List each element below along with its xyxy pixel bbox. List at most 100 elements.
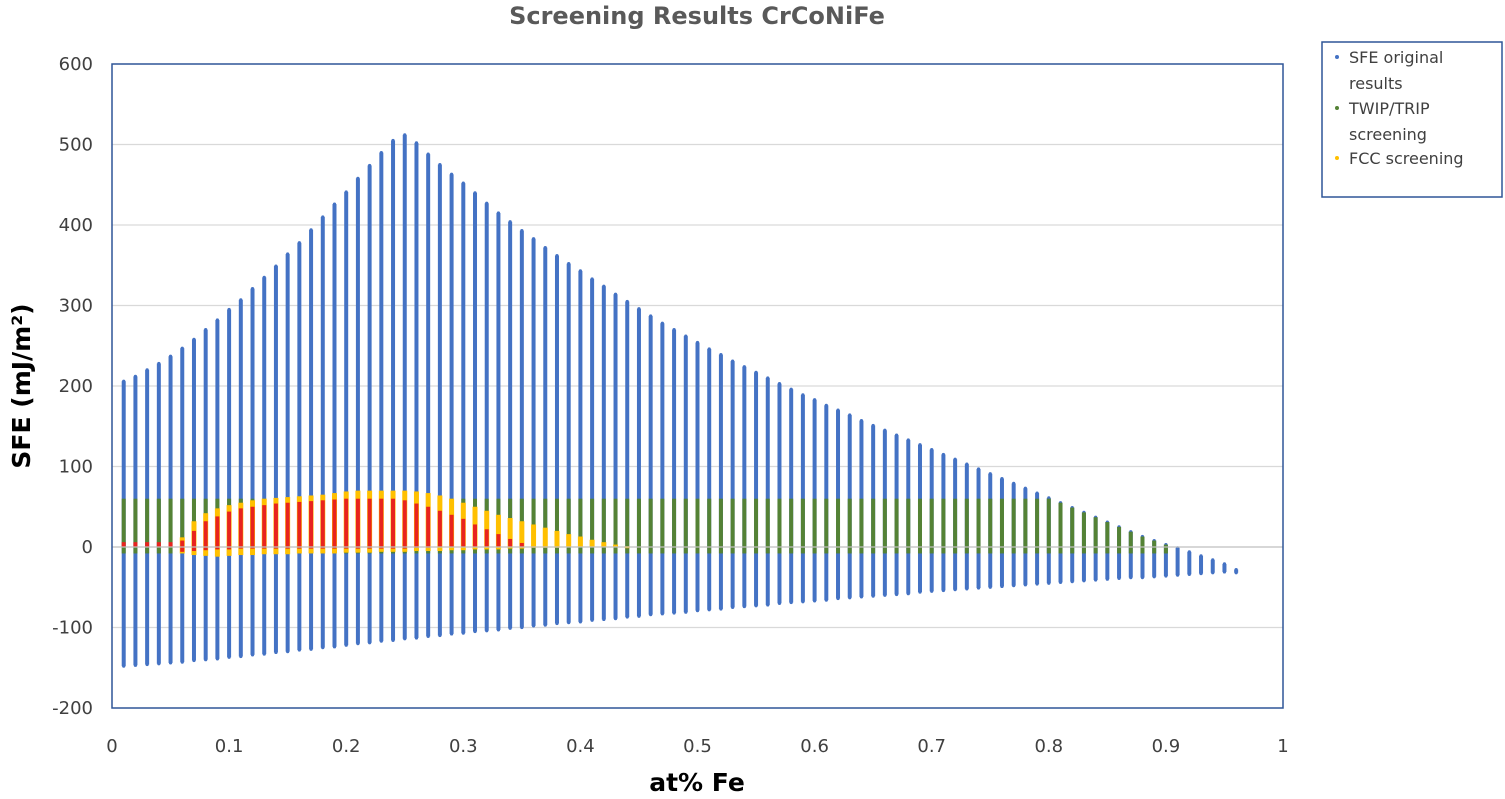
twip-column [683, 498, 688, 554]
twip-column [953, 498, 958, 554]
sfe-bottom-point [824, 598, 828, 602]
sfe-top-point [754, 370, 758, 374]
sfe-bottom-point [941, 588, 946, 593]
sfe-bottom-point [274, 650, 278, 655]
twip-column [1023, 498, 1028, 554]
sfe-bottom-point [461, 631, 465, 635]
fcc-column [589, 539, 595, 547]
sfe-top-point [719, 353, 723, 357]
sfe-bottom-point [1070, 580, 1074, 584]
sfe-top-point [262, 275, 266, 279]
twip-column [590, 498, 595, 554]
sfe-column [449, 174, 454, 634]
sfe-top-point [215, 318, 219, 322]
sfe-column [742, 366, 747, 607]
twip-column [1035, 498, 1040, 554]
sfe-bottom-point [1000, 584, 1004, 589]
sfe-top-point [894, 433, 899, 437]
overlap-column [273, 503, 278, 549]
legend-marker-sfe [1335, 55, 1339, 59]
sfe-column [566, 263, 571, 623]
fcc-column [519, 521, 525, 549]
overlap-column [309, 501, 314, 549]
sfe-bottom-point [883, 593, 887, 597]
sfe-top-point [613, 292, 618, 296]
sfe-top-point [578, 269, 583, 273]
sfe-top-point [473, 191, 477, 195]
twip-column [964, 498, 969, 554]
sfe-bottom-point [1152, 575, 1156, 579]
sfe-bottom-point [496, 628, 501, 632]
sfe-column [718, 354, 723, 609]
sfe-column [484, 203, 489, 631]
twip-column [168, 498, 173, 554]
sfe-bottom-point [836, 596, 840, 601]
x-tick-label: 0.5 [683, 736, 712, 757]
sfe-bottom-point [918, 590, 922, 594]
twip-column [543, 498, 548, 554]
twip-column [554, 498, 559, 554]
sfe-column [273, 266, 278, 653]
twip-column [1093, 517, 1098, 554]
sfe-top-point [508, 220, 512, 224]
overlap-column [414, 503, 419, 548]
sfe-bottom-point [414, 636, 419, 640]
overlap-column [145, 542, 150, 547]
twip-column [765, 498, 770, 554]
sfe-column [625, 301, 630, 618]
sfe-column [531, 238, 536, 626]
twip-column [1046, 498, 1051, 554]
sfe-bottom-point [930, 589, 934, 593]
legend-label-twip-line1: TWIP/TRIP [1348, 99, 1430, 118]
x-tick-label: 0.1 [215, 736, 244, 757]
twip-column [695, 498, 700, 554]
sfe-column [660, 323, 665, 614]
sfe-bottom-point [250, 653, 255, 657]
sfe-column [508, 221, 513, 629]
sfe-bottom-point [965, 587, 969, 591]
sfe-bottom-point [145, 662, 149, 667]
sfe-top-point [836, 408, 840, 412]
twip-column [1140, 536, 1145, 554]
sfe-top-point [1199, 554, 1203, 558]
sfe-top-point [368, 163, 372, 168]
twip-column [1011, 498, 1016, 554]
sfe-top-point [297, 241, 301, 245]
sfe-top-point [321, 215, 325, 219]
legend-box [1321, 41, 1503, 198]
overlap-column [332, 499, 337, 549]
fcc-column [554, 530, 560, 548]
sfe-column [800, 394, 805, 602]
overlap-column [133, 542, 138, 547]
sfe-bottom-point [590, 618, 594, 622]
sfe-top-point [543, 245, 547, 250]
sfe-bottom-point [473, 629, 477, 634]
sfe-top-point [426, 152, 430, 156]
sfe-bottom-point [649, 613, 653, 617]
sfe-bottom-point [1187, 572, 1191, 576]
sfe-bottom-point [976, 586, 981, 590]
sfe-column [601, 286, 606, 620]
legend-marker-twip [1335, 106, 1339, 110]
sfe-bottom-point [1047, 581, 1051, 585]
sfe-top-point [239, 298, 243, 302]
sfe-top-point [813, 398, 817, 402]
sfe-column [1210, 559, 1215, 573]
sfe-bottom-point [1140, 575, 1145, 580]
sfe-bottom-point [578, 620, 583, 624]
sfe-top-point [438, 163, 442, 167]
twip-column [882, 498, 887, 554]
sfe-top-point [1187, 550, 1191, 554]
overlap-column [496, 534, 501, 547]
sfe-bottom-point [1199, 571, 1203, 576]
twip-column [812, 498, 817, 554]
sfe-column [1187, 551, 1192, 575]
x-axis-title: at% Fe [649, 768, 745, 797]
twip-column [871, 498, 876, 554]
sfe-bottom-point [906, 592, 910, 596]
x-tick-label: 0.2 [332, 736, 361, 757]
sfe-column [1199, 555, 1204, 574]
sfe-column [426, 154, 431, 637]
sfe-bottom-point [215, 657, 219, 661]
